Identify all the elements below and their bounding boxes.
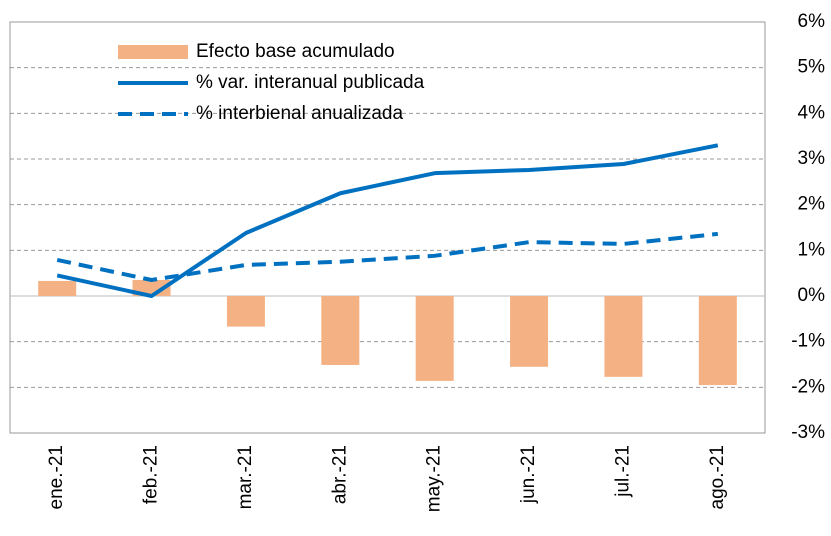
bar	[321, 296, 360, 365]
bar	[604, 296, 643, 377]
x-tick-label: ene.-21	[46, 445, 67, 509]
bar	[415, 296, 454, 381]
x-tick-label: mar.-21	[235, 445, 256, 509]
bar	[698, 296, 737, 386]
y-tick-label: -1%	[791, 331, 825, 352]
bar	[510, 296, 549, 367]
legend-label: % var. interanual publicada	[196, 72, 425, 93]
y-tick-label: 1%	[798, 239, 826, 260]
x-tick-label: jul.-21	[612, 445, 633, 498]
line	[56, 143, 719, 298]
y-tick-label: 3%	[798, 148, 826, 169]
y-tick-label: 5%	[798, 57, 826, 78]
bar	[226, 296, 265, 327]
x-tick-label: feb.-21	[141, 445, 162, 504]
x-tick-label: may.-21	[424, 445, 445, 512]
legend-label: % interbienal anualizada	[196, 103, 403, 124]
x-tick-label: ago.-21	[707, 445, 728, 509]
y-tick-label: -2%	[791, 376, 825, 397]
y-tick-label: 0%	[798, 285, 826, 306]
y-tick-label: 6%	[798, 11, 826, 32]
plot-frame	[9, 21, 766, 434]
bar	[38, 280, 77, 296]
y-tick-label: -3%	[791, 422, 825, 443]
y-tick-label: 4%	[798, 102, 826, 123]
legend-label: Efecto base acumulado	[196, 41, 395, 62]
dashed-line	[56, 231, 719, 283]
y-tick-label: 2%	[798, 194, 826, 215]
x-tick-label: abr.-21	[329, 445, 350, 504]
x-tick-label: jun.-21	[518, 445, 539, 504]
legend-swatch	[118, 45, 188, 59]
